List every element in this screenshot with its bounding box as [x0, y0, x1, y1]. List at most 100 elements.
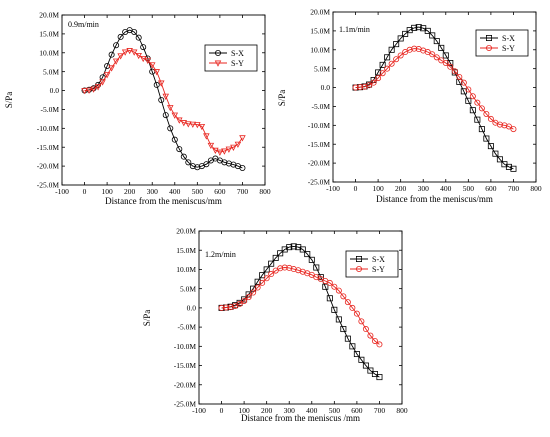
data-point — [167, 125, 174, 132]
y-tick-label: -10.0M — [37, 124, 60, 133]
data-point — [131, 28, 138, 35]
data-point — [353, 351, 360, 358]
data-point — [438, 57, 445, 64]
data-point — [81, 88, 88, 95]
legend-label: S-Y — [231, 59, 244, 68]
y-tick-label: -25.0M — [308, 178, 331, 187]
data-point — [218, 304, 225, 311]
data-point — [167, 105, 174, 112]
data-point — [456, 73, 463, 80]
data-point — [505, 123, 512, 130]
data-point — [438, 44, 445, 51]
y-axis-label: S/Pa — [4, 92, 14, 109]
data-point — [474, 99, 481, 106]
x-tick-label: 100 — [101, 187, 113, 196]
data-point — [367, 367, 374, 374]
data-point — [384, 54, 391, 61]
data-point — [344, 299, 351, 306]
y-tick-label: 0.0 — [321, 83, 331, 92]
data-point — [194, 164, 201, 171]
data-point — [189, 163, 196, 170]
data-point — [376, 341, 383, 348]
data-point — [180, 153, 187, 160]
data-point — [171, 136, 178, 143]
y-tick-label: 15.0M — [310, 26, 330, 35]
data-point — [216, 149, 224, 156]
y-axis-label: S/Pa — [142, 310, 152, 327]
x-tick-label: 300 — [284, 406, 296, 415]
data-point — [250, 285, 257, 292]
data-point — [492, 150, 499, 157]
data-point — [433, 54, 440, 61]
legend: S-XS-Y — [475, 29, 529, 57]
data-point — [402, 30, 409, 37]
data-point — [94, 84, 102, 91]
legend-marker — [485, 35, 492, 42]
y-tick-label: 20.0M — [176, 227, 196, 236]
data-point — [478, 126, 485, 133]
data-point — [277, 265, 284, 272]
data-point — [189, 121, 197, 128]
data-point — [148, 62, 156, 69]
data-point — [254, 278, 261, 285]
y-tick-label: 10.0M — [39, 48, 59, 57]
data-point — [447, 60, 454, 67]
y-axis-label: S/Pa — [277, 90, 287, 107]
data-point — [139, 55, 147, 63]
y-tick-label: -20.0M — [308, 159, 331, 168]
data-point — [121, 49, 129, 56]
plot-frame — [61, 14, 266, 186]
x-tick-label: 500 — [192, 187, 204, 196]
y-tick-label: 0.0 — [50, 86, 60, 95]
data-point — [510, 126, 517, 133]
plot-frame — [198, 230, 403, 405]
data-point — [340, 293, 347, 300]
y-tick-label: -15.0M — [37, 143, 60, 152]
x-tick-label: 200 — [261, 406, 273, 415]
x-tick-label: 700 — [237, 187, 249, 196]
data-point — [469, 93, 476, 100]
data-point — [447, 63, 454, 70]
casting-speed-label: 0.9m/min — [68, 20, 99, 29]
data-point — [442, 60, 449, 67]
x-tick-label: 400 — [440, 184, 452, 193]
x-axis-label: Distance from the meniscus/mm — [105, 196, 222, 206]
legend-marker — [214, 60, 222, 67]
legend-marker — [355, 255, 362, 262]
data-point — [379, 70, 386, 77]
data-point — [411, 45, 418, 52]
data-point — [335, 287, 342, 294]
data-point — [117, 33, 124, 40]
data-point — [259, 272, 266, 279]
data-point — [176, 117, 183, 124]
data-point — [313, 264, 320, 271]
data-point — [299, 246, 306, 253]
data-point — [239, 135, 246, 142]
y-tick-label: -20.0M — [174, 380, 197, 389]
data-point — [268, 260, 275, 267]
data-point — [153, 81, 160, 88]
data-point — [290, 266, 297, 273]
x-axis-label: Distance from the meniscus/mm — [376, 194, 493, 204]
data-point — [388, 46, 395, 53]
x-tick-label: 200 — [124, 187, 136, 196]
data-point — [352, 84, 359, 91]
y-tick-label: 5.0M — [180, 284, 196, 293]
x-tick-label: 100 — [372, 184, 384, 193]
data-point — [171, 112, 179, 119]
x-tick-label: 500 — [463, 184, 475, 193]
data-point — [221, 159, 228, 166]
data-point — [393, 41, 400, 48]
data-point — [250, 289, 257, 296]
data-point — [465, 97, 472, 104]
y-tick-label: -20.0M — [37, 162, 60, 171]
y-tick-label: -5.0M — [311, 102, 330, 111]
data-point — [397, 52, 404, 59]
x-tick-label: 200 — [395, 184, 407, 193]
data-point — [349, 343, 356, 350]
data-point — [349, 304, 356, 311]
data-point — [465, 86, 472, 93]
y-tick-label: 15.0M — [39, 29, 59, 38]
x-tick-label: 400 — [169, 187, 181, 196]
data-point — [429, 51, 436, 58]
